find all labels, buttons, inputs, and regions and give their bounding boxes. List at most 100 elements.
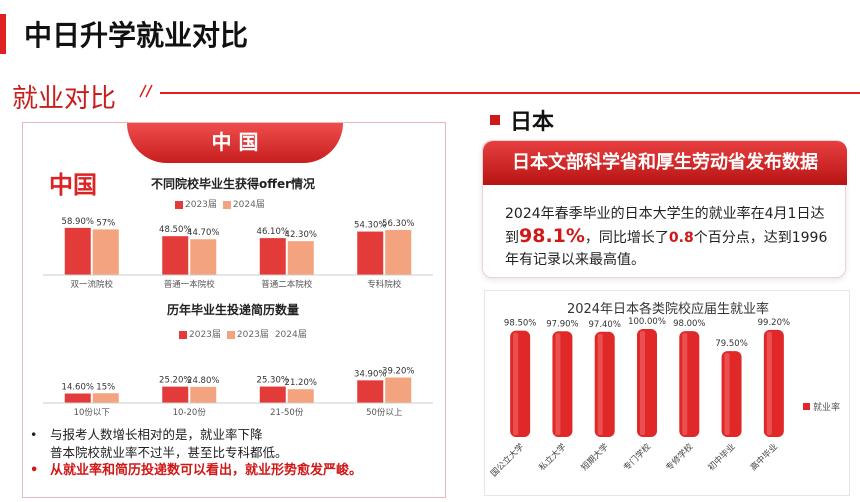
bullet-text: 普本院校就业率不过半，甚至比专科都低。 — [50, 445, 288, 460]
bar — [357, 231, 384, 275]
bar-value-label: 98.00% — [673, 319, 705, 329]
resume-chart: 14.60% 25.20% 25.30% 34.90% 15% 24.80% 21.20% 3… — [43, 367, 433, 418]
rate-increase: 0.8 — [668, 230, 694, 246]
slash-decoration — [139, 84, 153, 98]
japan-summary-text: ，同比增长了 — [584, 230, 669, 246]
bar-value-label: 58.90% — [62, 217, 94, 227]
japan-heading-text: 日本 — [510, 110, 555, 135]
x-tick-label: 普通二本院校 — [261, 279, 313, 290]
bar-value-label: 24.80% — [187, 376, 219, 386]
x-tick-label: 普通一本院校 — [164, 279, 216, 290]
bar — [385, 229, 412, 275]
bar — [92, 393, 119, 403]
legend-label: 就业率 — [813, 401, 840, 413]
legend-item: 2023届 — [189, 330, 221, 340]
resume-chart-legend: 2023届 2023届 2024届 — [179, 327, 307, 340]
bar-highlight — [724, 353, 730, 435]
x-tick-label: 短期大学 — [579, 441, 611, 473]
bar — [64, 227, 91, 275]
bar-value-label: 15% — [96, 382, 115, 392]
bar-value-label: 97.40% — [589, 320, 621, 330]
bar — [287, 389, 314, 403]
bar-highlight — [682, 333, 688, 435]
bar-highlight — [513, 332, 519, 435]
x-tick-label: 10-20份 — [173, 407, 207, 418]
section-divider — [160, 92, 860, 94]
bar-value-label: 97.90% — [546, 319, 578, 329]
bar-value-label: 46.10% — [257, 227, 289, 237]
bar — [385, 377, 412, 403]
bar — [259, 238, 286, 275]
legend-item: 2023届 — [236, 330, 269, 340]
offer-chart-legend: 2023届 2024届 — [175, 197, 265, 210]
page-title: 中日升学就业对比 — [24, 19, 249, 52]
x-tick-label: 高中毕业 — [748, 441, 780, 473]
bar — [721, 351, 742, 437]
bar — [679, 331, 700, 437]
x-tick-label: 初中毕业 — [706, 441, 738, 473]
bar — [162, 236, 189, 275]
bar-value-label: 25.20% — [159, 376, 191, 386]
bar-value-label: 14.60% — [62, 383, 94, 393]
bullet-conclusion: 从就业率和简历投递数可以看出，就业形势愈发严峻。 — [50, 463, 363, 478]
bar — [64, 393, 91, 403]
japan-banner: 日本文部科学省和厚生劳动省发布数据 — [483, 141, 847, 185]
section-title: 就业对比 — [12, 84, 117, 114]
bar-value-label: 39.20% — [382, 367, 414, 377]
offer-chart: 58.90% 48.50% 46.10% 54.30% 57% 44.70% 42.30% 5… — [43, 217, 433, 290]
bar-value-label: 79.50% — [715, 339, 747, 349]
bar-value-label: 25.30% — [257, 376, 289, 386]
bar-value-label: 99.20% — [758, 318, 790, 328]
japan-data-card: 日本文部科学省和厚生劳动省发布数据 2024年春季毕业的日本大学生的就业率在4月… — [482, 140, 847, 278]
bar-value-label: 48.50% — [159, 225, 191, 235]
legend-swatch — [803, 403, 810, 410]
legend-item: 2023届 — [185, 200, 217, 210]
japan-summary-text: 个百分点，达到1996年有记录以来最高值。 — [505, 230, 828, 268]
x-tick-label: 50份以上 — [366, 407, 403, 418]
bar-value-label: 34.90% — [354, 369, 386, 379]
x-tick-label: 专科院校 — [367, 279, 402, 290]
x-tick-label: 专修学校 — [664, 441, 696, 473]
china-panel: 中 国 中国 不同院校毕业生获得offer情况 2023届 2024届 58.9… — [22, 122, 446, 498]
bar — [190, 239, 217, 275]
employment-rate: 98.1% — [519, 225, 585, 247]
x-tick-label: 双一流院校 — [70, 279, 113, 290]
offer-chart-title: 不同院校毕业生获得offer情况 — [151, 177, 316, 191]
x-tick-label: 国公立大学 — [488, 441, 526, 479]
bar-highlight — [640, 331, 645, 435]
bullet-text: 与报考人数增长相对的是，就业率下降 — [50, 427, 263, 442]
japan-summary-text: 2024年春季毕业的日本大学生的就业率在4月1日达到 — [505, 206, 825, 246]
japan-employment-chart: 2024年日本各类院校应届生就业率 98.50% 国公立大学 97.90% 私立大学 97… — [488, 301, 840, 479]
chart-title: 2024年日本各类院校应届生就业率 — [567, 301, 769, 317]
x-tick-label: 21-50份 — [270, 407, 304, 418]
legend-item: 2024届 — [232, 200, 265, 210]
china-tab: 中 国 — [127, 123, 343, 163]
japan-summary: 2024年春季毕业的日本大学生的就业率在4月1日达到98.1%，同比增长了0.8… — [505, 203, 835, 271]
bar — [259, 386, 286, 403]
bar — [190, 386, 217, 403]
bar-highlight — [766, 331, 772, 435]
japan-heading: 日本 — [490, 104, 554, 136]
japan-chart-panel: 2024年日本各类院校应届生就业率 98.50% 国公立大学 97.90% 私立大学 97… — [484, 290, 850, 496]
bar — [357, 380, 384, 403]
bar — [287, 241, 314, 275]
bar-value-label: 100.00% — [628, 317, 666, 327]
legend-item: 2024届 — [274, 330, 307, 340]
x-tick-label: 专门学校 — [621, 441, 653, 473]
bar-value-label: 54.30% — [354, 221, 386, 231]
china-label: 中国 — [49, 171, 97, 199]
bar-value-label: 57% — [96, 218, 115, 228]
title-accent-bar — [0, 14, 6, 54]
bar-value-label: 21.20% — [285, 378, 317, 388]
bar-value-label: 44.70% — [187, 228, 219, 238]
bar-value-label: 56.30% — [382, 219, 414, 229]
x-tick-label: 10份以下 — [74, 407, 111, 418]
resume-chart-title: 历年毕业生投递简历数量 — [167, 303, 300, 317]
bar-value-label: 98.50% — [504, 319, 536, 329]
bar-highlight — [597, 333, 603, 435]
china-bullets: • 与报考人数增长相对的是，就业率下降 普本院校就业率不过半，甚至比专科都低。 •… — [30, 427, 363, 478]
square-bullet-icon — [490, 115, 500, 125]
x-tick-label: 私立大学 — [537, 441, 569, 473]
bar-highlight — [555, 333, 561, 435]
bar — [92, 229, 119, 275]
